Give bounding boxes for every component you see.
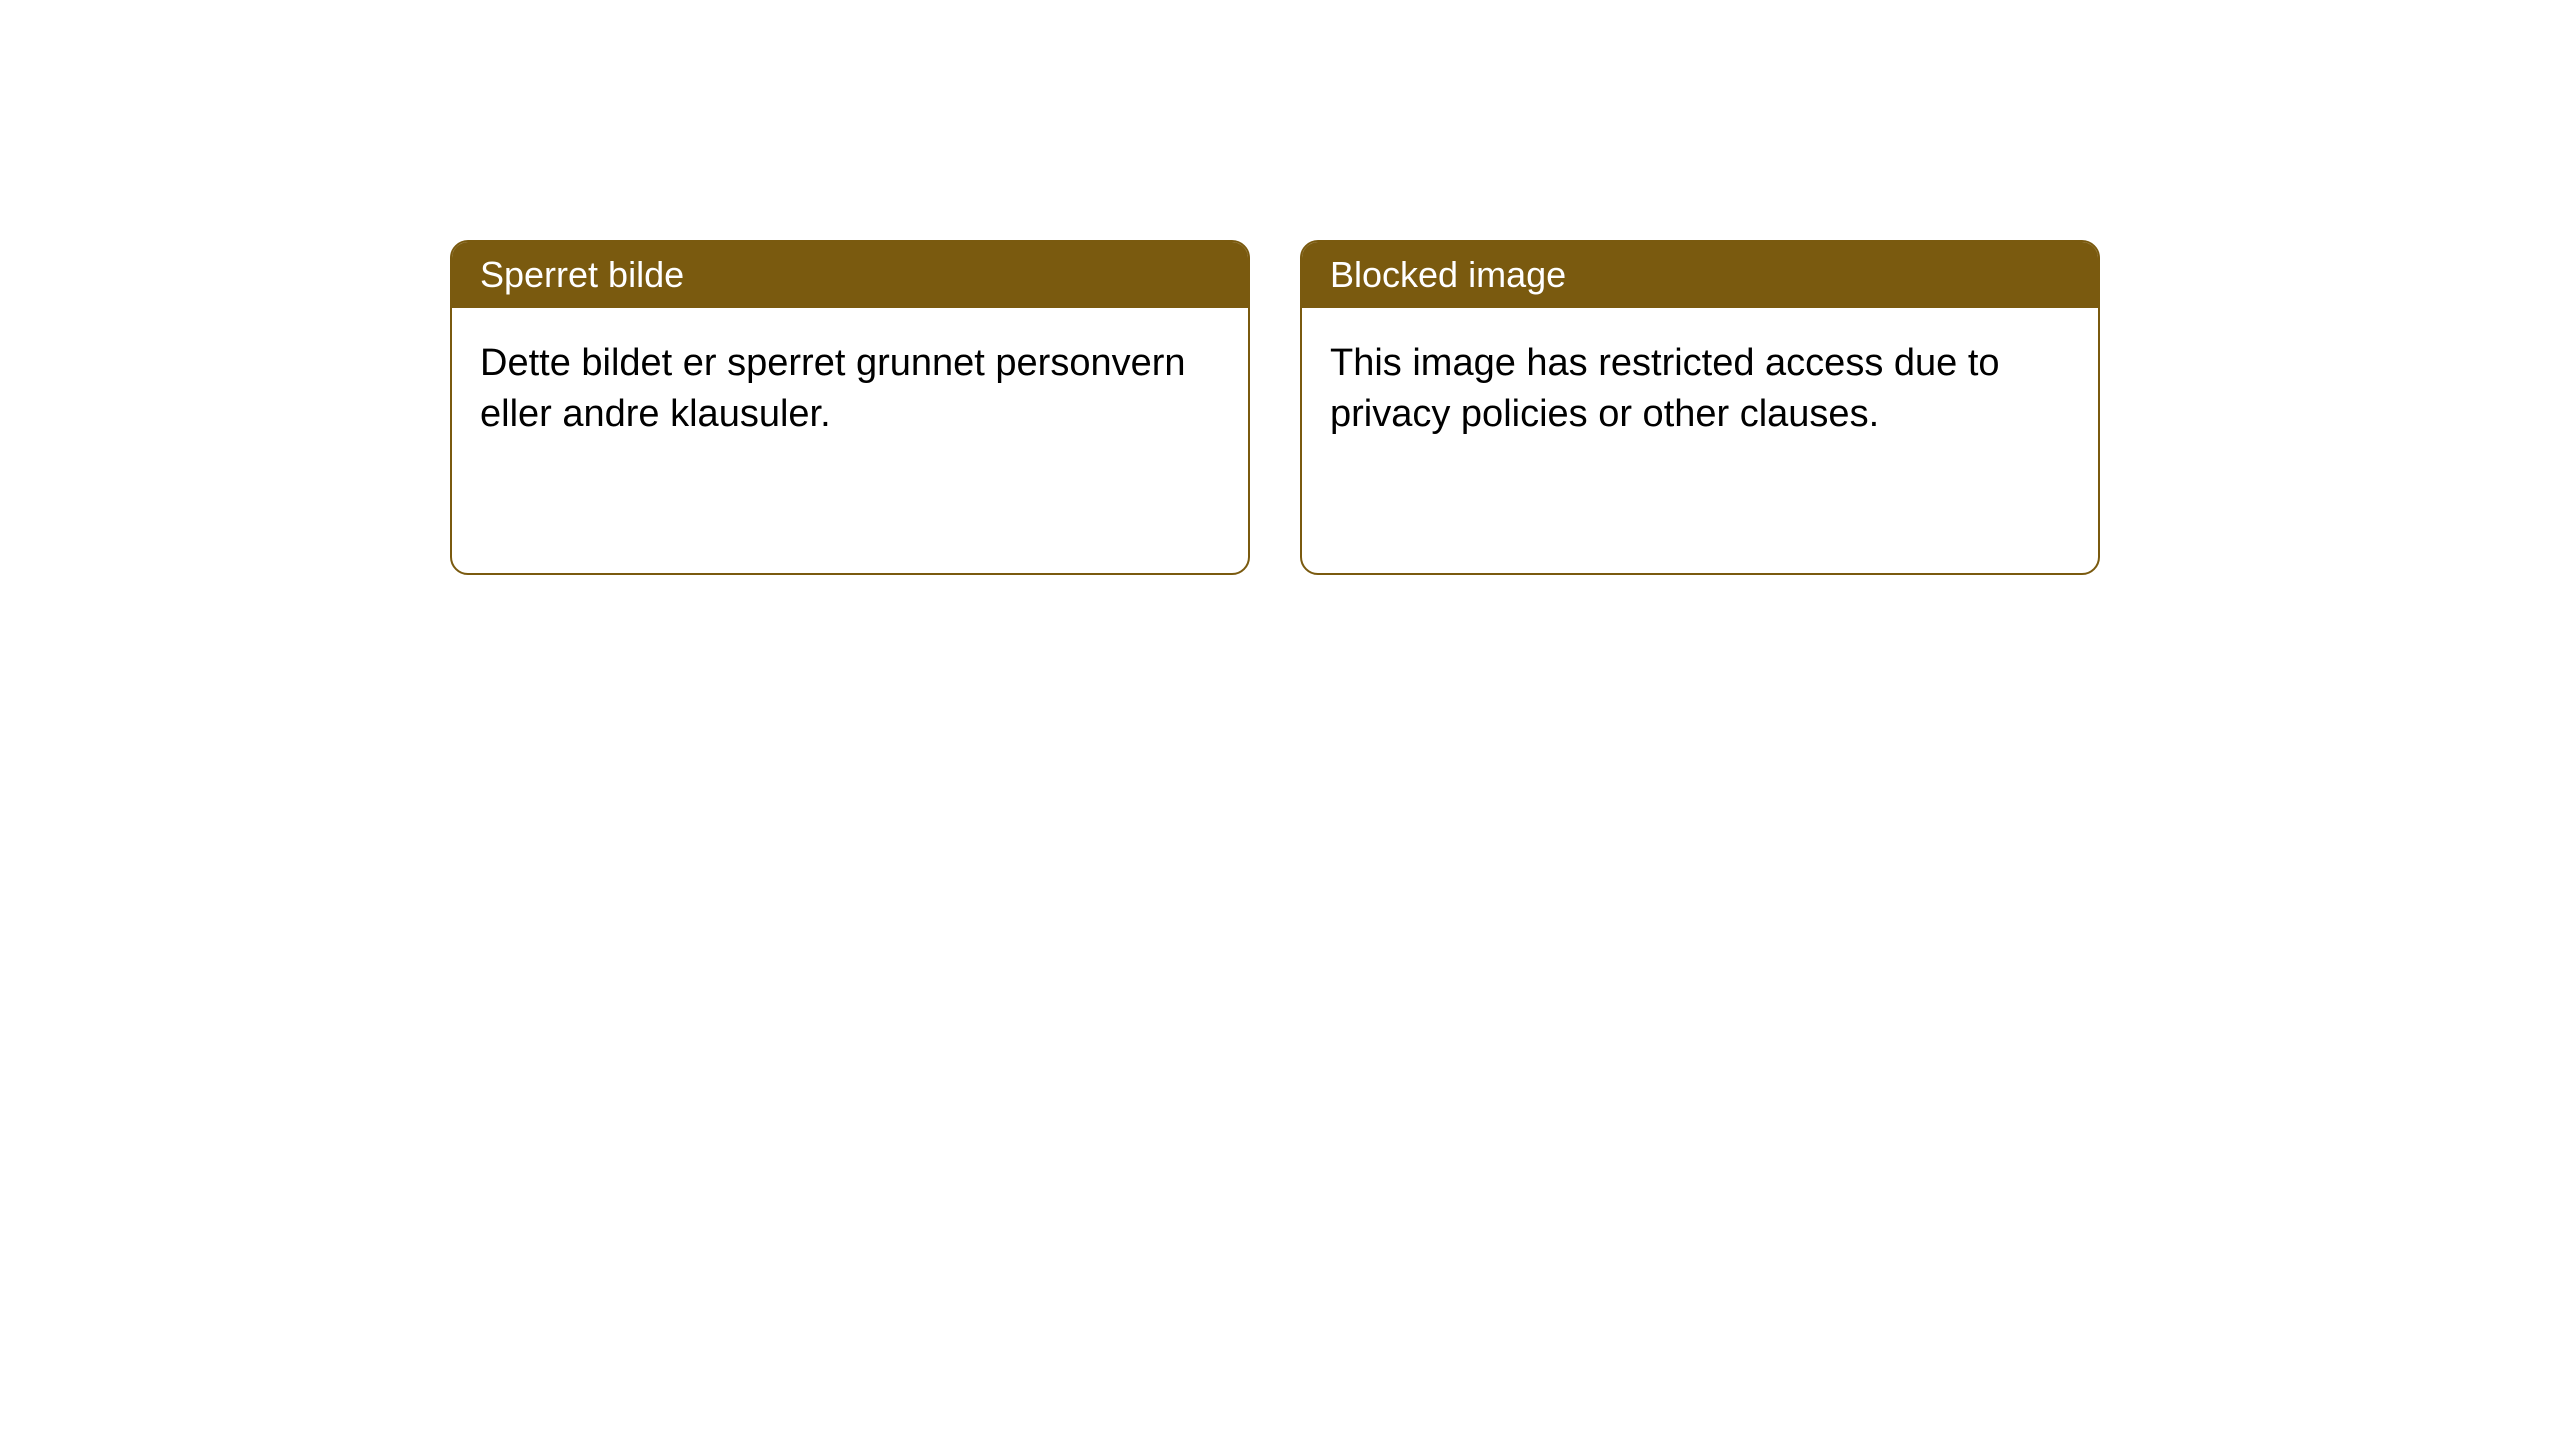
card-title-english: Blocked image	[1330, 254, 1566, 295]
card-body-english: This image has restricted access due to …	[1302, 308, 2098, 471]
notice-container: Sperret bilde Dette bildet er sperret gr…	[0, 0, 2560, 575]
card-title-norwegian: Sperret bilde	[480, 254, 684, 295]
card-text-english: This image has restricted access due to …	[1330, 342, 2000, 435]
card-body-norwegian: Dette bildet er sperret grunnet personve…	[452, 308, 1248, 471]
notice-card-english: Blocked image This image has restricted …	[1300, 240, 2100, 575]
card-header-english: Blocked image	[1302, 242, 2098, 308]
card-text-norwegian: Dette bildet er sperret grunnet personve…	[480, 342, 1186, 435]
notice-card-norwegian: Sperret bilde Dette bildet er sperret gr…	[450, 240, 1250, 575]
card-header-norwegian: Sperret bilde	[452, 242, 1248, 308]
